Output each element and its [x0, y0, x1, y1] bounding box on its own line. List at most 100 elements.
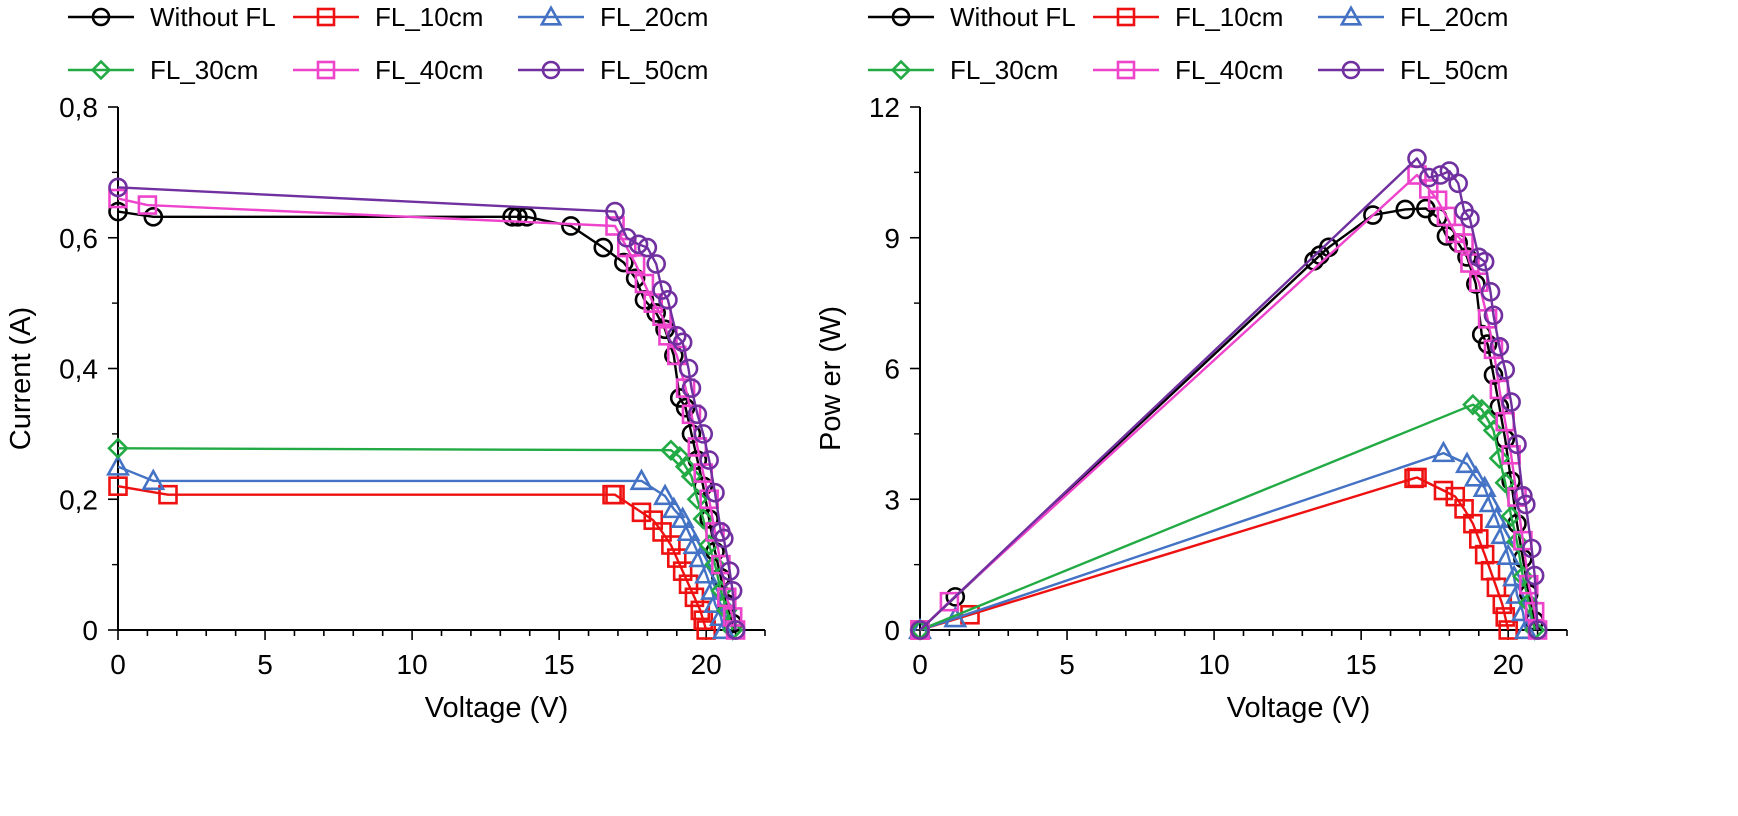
data-point	[108, 201, 128, 222]
data-point	[628, 234, 649, 255]
data-point	[561, 216, 581, 236]
data-point	[629, 468, 654, 491]
data-point	[658, 290, 678, 310]
data-point	[688, 545, 713, 568]
data-point	[652, 306, 672, 327]
series-line-without-fl	[919, 207, 1539, 631]
series-line-fl-20cm	[919, 451, 1527, 632]
series-line-fl-10cm	[919, 476, 1510, 632]
legend-label: FL_40cm	[1175, 55, 1283, 85]
series-fl-20cm	[106, 454, 736, 640]
legend-label: FL_30cm	[150, 55, 258, 85]
data-point	[676, 519, 701, 542]
data-point	[141, 468, 166, 491]
legend-item-fl-50cm: FL_50cm	[1318, 55, 1508, 85]
data-point	[1498, 620, 1518, 640]
data-point	[681, 378, 702, 398]
data-point	[1468, 529, 1489, 549]
legend-marker	[539, 5, 563, 26]
legend-item-fl-20cm: FL_20cm	[518, 2, 708, 32]
y-tick-label: 9	[884, 223, 900, 254]
x-tick-label: 5	[257, 649, 273, 680]
legend-marker	[1339, 5, 1363, 26]
legend-label: Without FL	[150, 2, 276, 32]
legend-marker	[316, 60, 336, 80]
data-point	[674, 455, 697, 478]
data-point	[1407, 467, 1427, 488]
data-point	[716, 587, 737, 608]
power-voltage-chart: 0 5 10 15 20 0 3 6 9 12 Voltage (V) Pow er (W) Witho…	[815, 2, 1568, 724]
data-point	[614, 252, 634, 273]
data-point	[699, 450, 719, 470]
y-tick-label: 0,2	[59, 484, 98, 515]
legend-label: FL_40cm	[375, 55, 483, 85]
data-point	[696, 620, 716, 640]
x-tick-label: 5	[1059, 649, 1075, 680]
legend-label: FL_20cm	[600, 2, 708, 32]
data-point	[1407, 148, 1427, 169]
data-point	[722, 607, 743, 627]
y-tick-label: 0,4	[59, 354, 98, 385]
data-point	[1457, 247, 1477, 267]
data-point	[672, 561, 693, 581]
data-point	[1483, 365, 1504, 385]
data-point	[661, 496, 686, 519]
series-fl-20cm	[908, 440, 1538, 640]
data-point	[1502, 564, 1527, 587]
data-point	[1463, 465, 1488, 487]
data-point	[108, 188, 128, 209]
legend-marker	[1341, 60, 1361, 80]
legend-label: FL_50cm	[600, 55, 708, 85]
data-point	[666, 548, 687, 568]
y-axis-title: Current (A)	[5, 307, 37, 450]
data-point	[605, 201, 625, 222]
y-tick-label: 0	[82, 615, 98, 646]
legend-marker	[1116, 60, 1136, 80]
data-point	[1524, 601, 1545, 622]
data-point	[1448, 173, 1468, 194]
data-point	[625, 254, 646, 274]
data-point	[711, 617, 736, 640]
data-point	[1480, 281, 1501, 302]
legend-label: FL_10cm	[375, 2, 483, 32]
legend-marker	[91, 7, 111, 27]
data-point	[1501, 392, 1521, 412]
data-point	[1463, 513, 1483, 534]
data-point	[910, 620, 930, 640]
data-point	[1501, 444, 1521, 465]
data-point	[661, 535, 681, 555]
legend-label: FL_50cm	[1400, 55, 1508, 85]
legend-item-fl-30cm: FL_30cm	[868, 55, 1058, 85]
data-point	[508, 207, 528, 227]
legend-label: FL_10cm	[1175, 2, 1283, 32]
data-point	[678, 358, 699, 379]
data-point	[1512, 565, 1534, 588]
data-point	[107, 437, 129, 460]
data-point	[693, 610, 714, 630]
data-point	[1518, 592, 1540, 614]
x-axis-title: Voltage (V)	[1227, 692, 1370, 724]
data-point	[1521, 538, 1542, 559]
data-point	[158, 484, 178, 505]
data-point	[722, 580, 743, 601]
series-fl-10cm	[108, 476, 716, 640]
data-point	[670, 506, 695, 528]
series-line-fl-30cm	[117, 447, 734, 631]
legend-label: Without FL	[950, 2, 1076, 32]
data-point	[1494, 471, 1517, 494]
data-point	[699, 509, 719, 529]
series-line-fl-50cm	[919, 157, 1539, 631]
data-point	[143, 207, 164, 227]
legend-item-fl-40cm: FL_40cm	[1093, 55, 1283, 85]
data-point	[605, 216, 625, 236]
data-point	[646, 303, 666, 323]
data-point	[108, 177, 128, 198]
data-point	[1363, 205, 1383, 225]
legend-label: FL_30cm	[950, 55, 1058, 85]
data-point	[681, 404, 702, 425]
data-point	[719, 561, 740, 581]
legend-marker	[541, 60, 561, 80]
series-without-fl	[910, 198, 1548, 640]
data-point	[1496, 543, 1521, 566]
data-point	[675, 378, 696, 398]
